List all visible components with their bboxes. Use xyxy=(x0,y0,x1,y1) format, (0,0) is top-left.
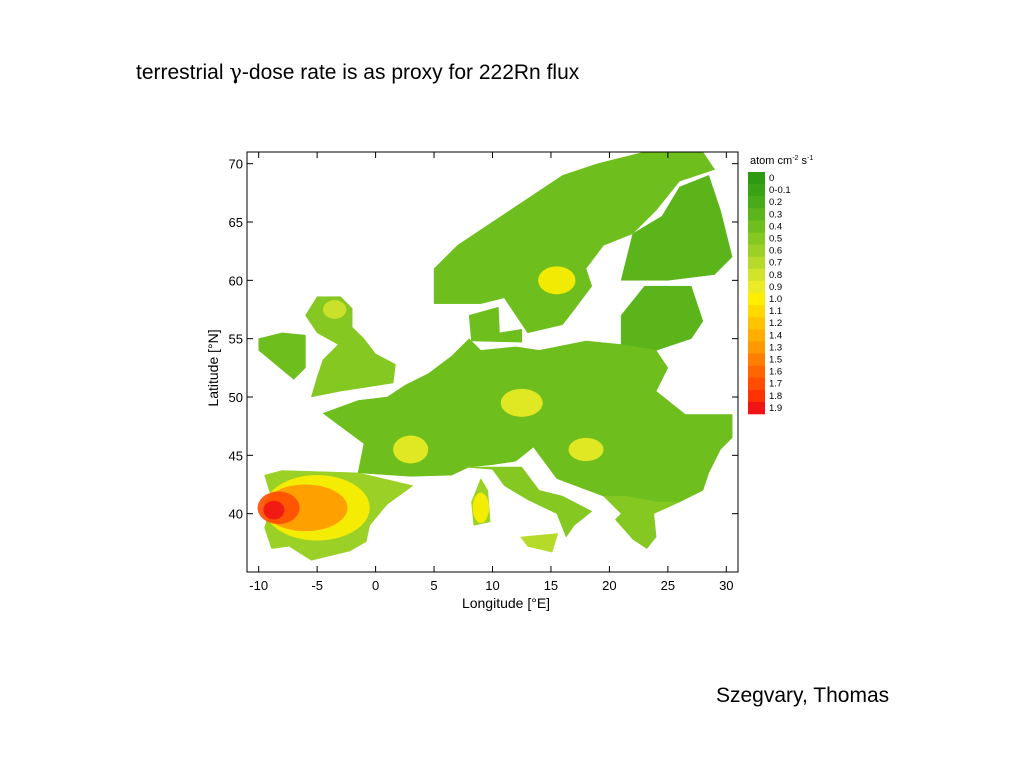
title-text-start: terrestrial xyxy=(136,61,230,84)
legend-swatch xyxy=(748,401,765,415)
author-credit: Szegvary, Thomas xyxy=(716,684,890,707)
region-continental-europe xyxy=(322,338,733,515)
legend-label: 0.3 xyxy=(769,209,782,220)
legend: atom cm-2 s-1 00-0.10.20.30.40.50.60.70.… xyxy=(748,155,813,415)
legend-label: 1.0 xyxy=(769,294,782,305)
region-great-britain xyxy=(305,296,396,398)
hotspot-bohemia-hot xyxy=(500,388,543,417)
legend-label: 0.6 xyxy=(769,246,782,257)
legend-label: 1.9 xyxy=(769,403,782,414)
y-tick-label: 60 xyxy=(229,273,243,288)
legend-swatch xyxy=(748,353,765,366)
hotspot-balkan-hot xyxy=(568,437,604,462)
gamma-symbol: γ xyxy=(229,60,242,84)
map-regions xyxy=(258,151,733,561)
y-tick-label: 70 xyxy=(229,157,243,172)
legend-label: 1.6 xyxy=(769,367,782,378)
y-tick-label: 55 xyxy=(229,332,243,347)
x-tick-label: 30 xyxy=(719,578,733,593)
legend-swatch xyxy=(748,280,765,294)
legend-swatch xyxy=(748,232,765,245)
hotspot-massif-central xyxy=(393,435,429,464)
legend-label: 0.5 xyxy=(769,234,782,245)
legend-swatch xyxy=(748,244,765,257)
legend-swatch xyxy=(748,208,765,221)
x-tick-label: 0 xyxy=(372,578,379,593)
y-tick-label: 45 xyxy=(229,448,243,463)
region-iceland-like-patch xyxy=(258,332,306,380)
x-axis-label: Longitude [°E] xyxy=(462,595,550,611)
legend-swatch xyxy=(748,341,765,354)
legend-swatch xyxy=(748,172,765,185)
legend-label: 1.8 xyxy=(769,391,782,402)
legend-label: 1.3 xyxy=(769,342,782,353)
region-finland xyxy=(620,175,733,281)
hotspot-sardinia-hot xyxy=(472,492,489,523)
legend-swatch xyxy=(748,365,765,378)
legend-swatch xyxy=(748,305,765,318)
x-tick-label: 20 xyxy=(602,578,616,593)
region-sicily xyxy=(520,533,559,553)
legend-title: atom cm-2 s-1 xyxy=(750,155,813,167)
x-tick-label: -5 xyxy=(311,578,323,593)
legend-label: 0.7 xyxy=(769,258,782,269)
legend-label: 0-0.1 xyxy=(769,185,791,196)
legend-swatch xyxy=(748,184,765,197)
legend-label: 1.1 xyxy=(769,306,782,317)
hotspot-iberia-core xyxy=(263,500,285,520)
x-tick-label: 15 xyxy=(544,578,558,593)
region-balkans-south xyxy=(602,495,680,550)
x-tick-label: 5 xyxy=(430,578,437,593)
legend-label: 0 xyxy=(769,173,774,184)
legend-label: 1.4 xyxy=(769,330,782,341)
x-tick-label: 10 xyxy=(485,578,499,593)
legend-label: 0.2 xyxy=(769,197,782,208)
y-tick-label: 65 xyxy=(229,215,243,230)
legend-swatch xyxy=(748,268,765,282)
region-scandinavia xyxy=(433,151,716,334)
y-axis-label: Latitude [°N] xyxy=(205,329,221,406)
legend-swatch xyxy=(748,317,765,330)
title-text-end: -dose rate is as proxy for 222Rn flux xyxy=(241,61,580,84)
hotspot-sweden-south-hot xyxy=(538,266,576,295)
legend-swatch xyxy=(748,256,765,270)
x-tick-label: -10 xyxy=(249,578,268,593)
legend-label: 0.9 xyxy=(769,282,782,293)
region-baltics xyxy=(620,285,704,351)
x-tick-label: 25 xyxy=(661,578,675,593)
map-hotspots xyxy=(257,266,604,541)
legend-swatch xyxy=(748,377,765,391)
legend-swatch xyxy=(748,389,765,403)
legend-label: 0.8 xyxy=(769,270,782,281)
y-tick-label: 50 xyxy=(229,390,243,405)
legend-label: 1.2 xyxy=(769,318,782,329)
legend-swatch xyxy=(748,293,765,306)
region-italy xyxy=(463,466,593,538)
hotspot-scotland-spot xyxy=(322,300,347,319)
slide-title: terrestrial γ-dose rate is as proxy for … xyxy=(136,60,579,85)
legend-label: 1.7 xyxy=(769,379,782,390)
region-jutland xyxy=(468,306,522,343)
y-tick-label: 40 xyxy=(229,507,243,522)
dose-rate-map-figure: -10 -5 0 5 10 15 20 25 30 40 45 50 55 60 65 70 Longitud… xyxy=(205,151,813,611)
axis-ticks: -10 -5 0 5 10 15 20 25 30 40 45 50 55 60 65 70 xyxy=(229,152,738,593)
legend-swatch xyxy=(748,329,765,342)
legend-swatch xyxy=(748,196,765,209)
legend-label: 0.4 xyxy=(769,221,782,232)
legend-label: 1.5 xyxy=(769,355,782,366)
legend-swatch xyxy=(748,220,765,233)
